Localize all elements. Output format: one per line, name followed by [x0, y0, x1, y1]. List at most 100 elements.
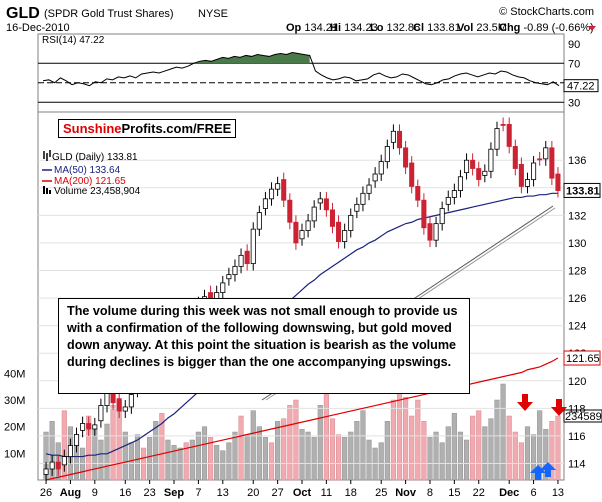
- candle-up: [262, 198, 268, 209]
- volume-bar: [378, 442, 384, 481]
- rsi-tick-label: 30: [568, 97, 580, 109]
- candle-up: [238, 254, 244, 267]
- candle-up: [433, 223, 439, 241]
- volume-bar: [549, 421, 555, 481]
- volume-bar: [500, 383, 506, 481]
- candle-down: [421, 199, 427, 229]
- volume-bar: [268, 442, 275, 481]
- candle-up: [275, 183, 281, 190]
- candle-down: [244, 250, 250, 265]
- volume-bar: [61, 410, 67, 481]
- candle-up: [464, 159, 470, 174]
- candle-up: [348, 214, 354, 231]
- rsi-line: [42, 52, 560, 87]
- volume-bar: [342, 437, 348, 481]
- volume-bar: [543, 429, 549, 481]
- price-tick-label: 120: [568, 376, 586, 388]
- price-tick-label: 136: [568, 155, 586, 167]
- volume-bar: [512, 431, 518, 481]
- legend-gld-swatch: [43, 150, 51, 161]
- candle-down: [555, 173, 561, 191]
- price-last-value-box: [563, 182, 601, 198]
- candle-up: [128, 394, 134, 408]
- volume-bar: [86, 415, 92, 481]
- volume-bar: [122, 431, 128, 481]
- volume-bar: [470, 415, 476, 481]
- blue-arrow-icon: [540, 462, 556, 477]
- ma200-line: [45, 357, 559, 481]
- volume-bar: [409, 415, 415, 481]
- x-axis: 26 Aug 9 16 23 Sep 7 13 20 27 Oct 11 18 25 Nov 8 15 22 Dec…: [40, 480, 564, 499]
- rsi-legend-label: RSI(14) 47.22: [42, 35, 105, 46]
- legend-volume: Volume 23,458,904: [54, 186, 141, 197]
- candle-up: [457, 176, 463, 191]
- candle-up: [299, 230, 305, 240]
- price-tick-label: 132: [568, 210, 586, 222]
- candle-up: [482, 170, 488, 176]
- candle-down: [116, 398, 122, 412]
- legend-ma200: MA(200) 121.65: [54, 176, 126, 187]
- candle-down: [427, 223, 433, 241]
- brand-name-black: Profits.com/FREE: [121, 121, 232, 136]
- volume-bar: [159, 413, 165, 481]
- legend-volume-swatch: [43, 186, 45, 194]
- volume-bar: [482, 426, 488, 481]
- volume-bar: [390, 399, 396, 481]
- legend-ma50: MA(50) 133.64: [54, 165, 121, 176]
- x-tick-label: 9: [92, 487, 98, 499]
- candle-down: [409, 162, 415, 187]
- x-tick-label: 23: [144, 487, 156, 499]
- candle-up: [494, 128, 500, 150]
- volume-bar: [214, 445, 220, 481]
- volume-bar: [305, 431, 311, 481]
- volume-bar: [329, 418, 336, 481]
- x-tick-label: 26: [40, 487, 52, 499]
- candle-up: [226, 274, 232, 280]
- ma200-last-value: 121.65: [566, 353, 600, 365]
- candle-up: [366, 184, 372, 194]
- candle-up: [317, 198, 323, 204]
- x-tick-label: 6: [531, 487, 537, 499]
- volume-bar: [165, 439, 171, 481]
- volume-bar: [476, 410, 482, 481]
- volume-bar: [287, 405, 293, 481]
- volume-bar: [415, 399, 421, 481]
- candle-up: [488, 148, 494, 172]
- candle-down: [549, 147, 555, 179]
- candle-down: [518, 163, 524, 187]
- annotation-box: The volume during this week was not smal…: [58, 298, 470, 394]
- volume-tick-label: 40M: [4, 368, 25, 380]
- legend-gld: GLD (Daily) 133.81: [52, 152, 138, 163]
- price-legend: GLD (Daily) 133.81 MA(50) 133.64 MA(200)…: [42, 150, 141, 197]
- candle-up: [98, 405, 104, 422]
- candle-up: [92, 424, 98, 430]
- red-arrow-icon: [517, 394, 533, 411]
- x-tick-label: 25: [375, 487, 387, 499]
- candle-up: [445, 197, 451, 205]
- rsi-last-value: 47.22: [567, 81, 595, 93]
- site-credit: © StockCharts.com: [499, 6, 594, 18]
- candle-down: [403, 147, 409, 168]
- ohlc-item: Op 134.21: [286, 22, 338, 34]
- x-tick-label: 27: [271, 487, 283, 499]
- candle-down: [537, 158, 543, 161]
- candle-up: [49, 461, 55, 470]
- x-tick-label: 13: [217, 487, 229, 499]
- brand-banner[interactable]: SunshineProfits.com/FREE: [58, 119, 237, 138]
- volume-bar: [147, 437, 153, 481]
- volume-tick-label: 20M: [4, 422, 25, 434]
- volume-bar: [524, 426, 531, 481]
- red-arrow-icon: [551, 399, 567, 416]
- volume-bar: [299, 429, 305, 481]
- candle-down: [336, 221, 342, 242]
- volume-bar: [256, 426, 262, 481]
- candle-up: [524, 179, 531, 187]
- ohlc-item: Cl 133.81: [413, 22, 461, 34]
- candle-up: [390, 130, 396, 143]
- volume-bar: [360, 410, 366, 481]
- volume-bar: [488, 418, 494, 481]
- volume-bar: [506, 415, 512, 481]
- price-tick-label: 124: [568, 321, 586, 333]
